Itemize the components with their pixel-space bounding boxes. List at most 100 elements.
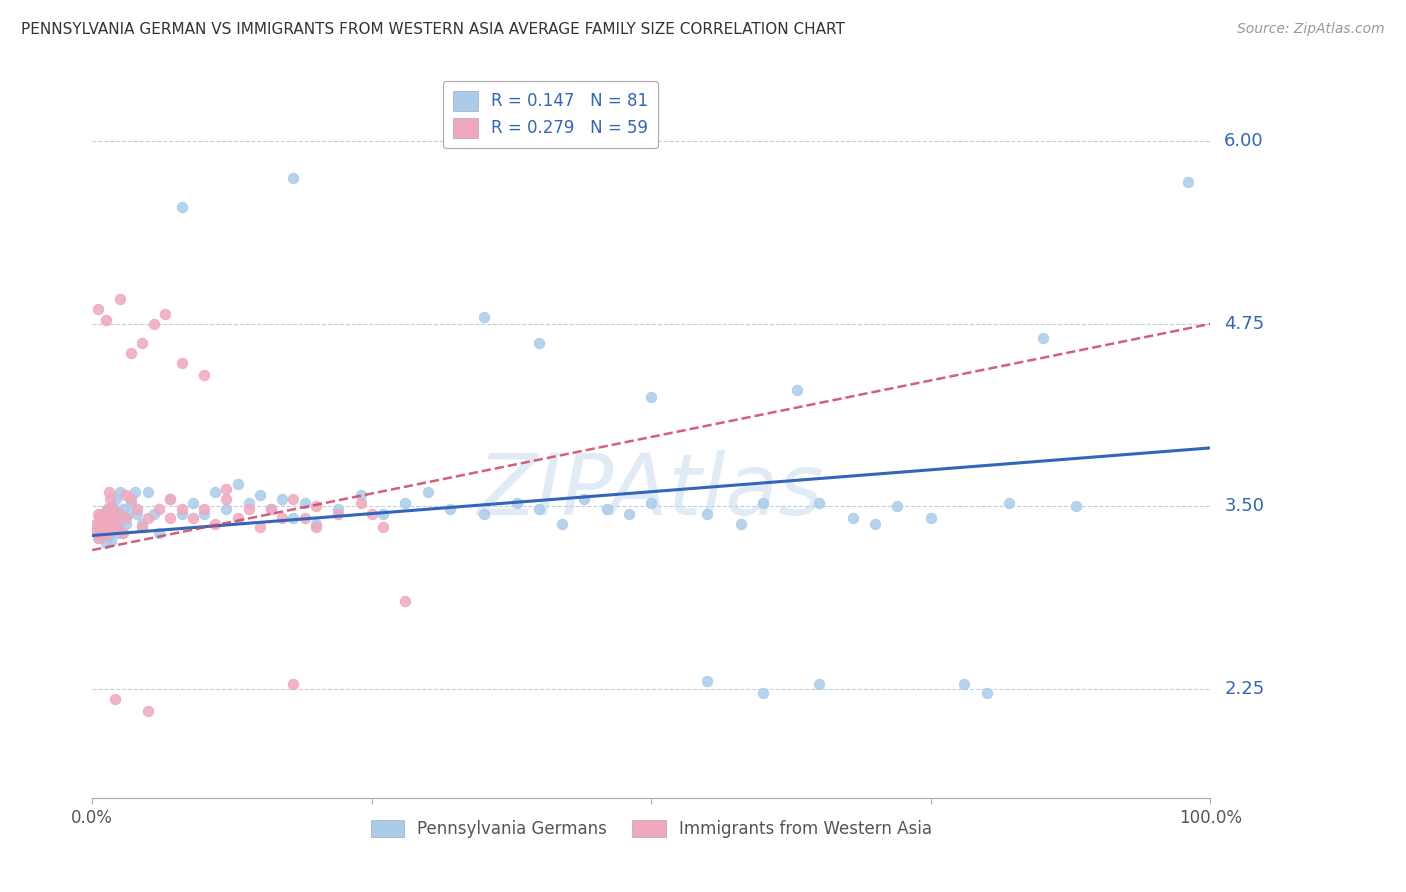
Point [226,477,249,491]
Point [101,519,124,533]
Point [752,686,775,700]
Point [215,502,238,516]
Text: 3.50: 3.50 [1225,498,1264,516]
Point [294,496,316,510]
Point [283,491,305,506]
Point [394,594,416,608]
Point [108,516,131,531]
Point [1064,500,1087,514]
Point [786,383,808,397]
Point [111,525,134,540]
Text: PENNSYLVANIA GERMAN VS IMMIGRANTS FROM WESTERN ASIA AVERAGE FAMILY SIZE CORRELAT: PENNSYLVANIA GERMAN VS IMMIGRANTS FROM W… [21,22,845,37]
Point [103,514,125,528]
Point [110,511,132,525]
Point [159,511,181,525]
Point [305,516,328,531]
Text: 2.25: 2.25 [1225,680,1264,698]
Point [136,484,159,499]
Point [696,674,718,689]
Point [349,488,371,502]
Point [238,502,260,516]
Legend: Pennsylvania Germans, Immigrants from Western Asia: Pennsylvania Germans, Immigrants from We… [364,813,939,845]
Point [226,511,249,525]
Point [86,521,108,535]
Point [98,491,121,506]
Point [136,511,159,525]
Point [131,335,153,350]
Point [107,505,129,519]
Point [120,346,142,360]
Point [101,500,124,514]
Point [170,356,193,370]
Point [283,677,305,691]
Text: ZIPAtlas: ZIPAtlas [478,450,824,533]
Point [529,335,551,350]
Point [87,532,110,546]
Point [87,532,110,546]
Point [148,502,170,516]
Point [131,516,153,531]
Point [93,516,115,531]
Point [87,511,110,525]
Point [89,511,111,525]
Point [260,502,283,516]
Point [204,516,226,531]
Point [998,496,1021,510]
Point [283,511,305,525]
Point [136,704,159,718]
Point [204,484,226,499]
Point [249,488,271,502]
Text: 4.75: 4.75 [1225,315,1264,333]
Point [108,507,131,521]
Point [863,516,886,531]
Point [120,496,142,510]
Point [193,507,215,521]
Point [170,502,193,516]
Point [595,502,617,516]
Point [349,496,371,510]
Point [142,507,165,521]
Point [953,677,976,691]
Point [1177,175,1199,189]
Point [94,535,117,549]
Point [114,488,136,502]
Point [103,516,125,531]
Point [131,519,153,533]
Point [97,484,120,499]
Point [91,528,114,542]
Point [120,491,142,506]
Point [90,519,112,533]
Point [159,491,181,506]
Point [920,511,942,525]
Point [1032,331,1054,345]
Point [142,317,165,331]
Point [439,502,461,516]
Point [112,525,135,540]
Point [271,511,294,525]
Point [87,507,110,521]
Point [84,516,107,531]
Point [752,496,775,510]
Point [103,692,125,706]
Point [572,491,595,506]
Point [283,171,305,186]
Point [93,516,115,531]
Point [416,484,439,499]
Point [696,507,718,521]
Point [125,502,148,516]
Point [294,511,316,525]
Point [807,496,830,510]
Point [249,519,271,533]
Point [328,507,350,521]
Point [96,528,118,542]
Point [529,502,551,516]
Point [153,307,176,321]
Point [108,292,131,306]
Point [238,496,260,510]
Point [112,502,135,516]
Point [97,519,120,533]
Point [100,511,122,525]
Point [170,507,193,521]
Point [472,310,495,324]
Point [90,527,112,541]
